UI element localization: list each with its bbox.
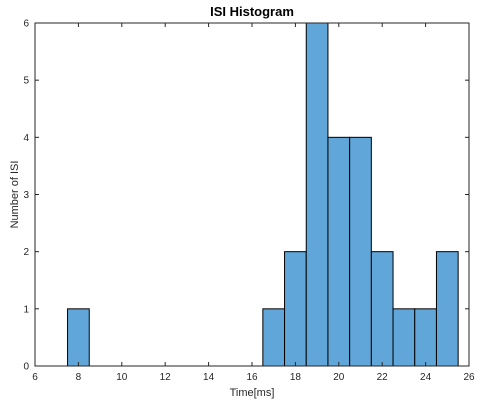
histogram-bar	[392, 308, 416, 367]
histogram-bar	[284, 251, 307, 367]
bars-group	[67, 22, 459, 367]
x-tick-label: 26	[463, 372, 475, 383]
y-tick-label: 1	[23, 304, 29, 315]
x-tick-label: 12	[160, 372, 172, 383]
histogram-bar	[435, 251, 459, 367]
y-tick-label: 0	[23, 362, 29, 373]
histogram-bar	[370, 251, 394, 367]
x-tick-label: 14	[203, 372, 215, 383]
histogram-bar	[414, 308, 437, 367]
chart-title: ISI Histogram	[210, 4, 294, 19]
histogram-bar	[67, 308, 90, 367]
y-tick-label: 3	[23, 190, 29, 201]
x-axis-label: Time[ms]	[230, 387, 275, 399]
histogram-bar	[305, 22, 329, 367]
x-tick-label: 20	[333, 372, 345, 383]
x-tick-label: 6	[32, 372, 38, 383]
histogram-bar	[262, 308, 286, 367]
y-axis-label: Number of ISI	[9, 161, 21, 229]
x-tick-label: 24	[420, 372, 432, 383]
x-tick-label: 8	[76, 372, 82, 383]
y-tick-label: 4	[23, 133, 29, 144]
y-tick-label: 5	[23, 76, 29, 87]
x-tick-label: 10	[116, 372, 128, 383]
y-tick-label: 2	[23, 247, 29, 258]
y-tick-label: 6	[23, 19, 29, 30]
x-tick-label: 18	[290, 372, 302, 383]
x-tick-label: 22	[377, 372, 389, 383]
histogram-bar	[327, 136, 351, 367]
x-tick-label: 16	[246, 372, 258, 383]
histogram-bar	[349, 136, 372, 367]
